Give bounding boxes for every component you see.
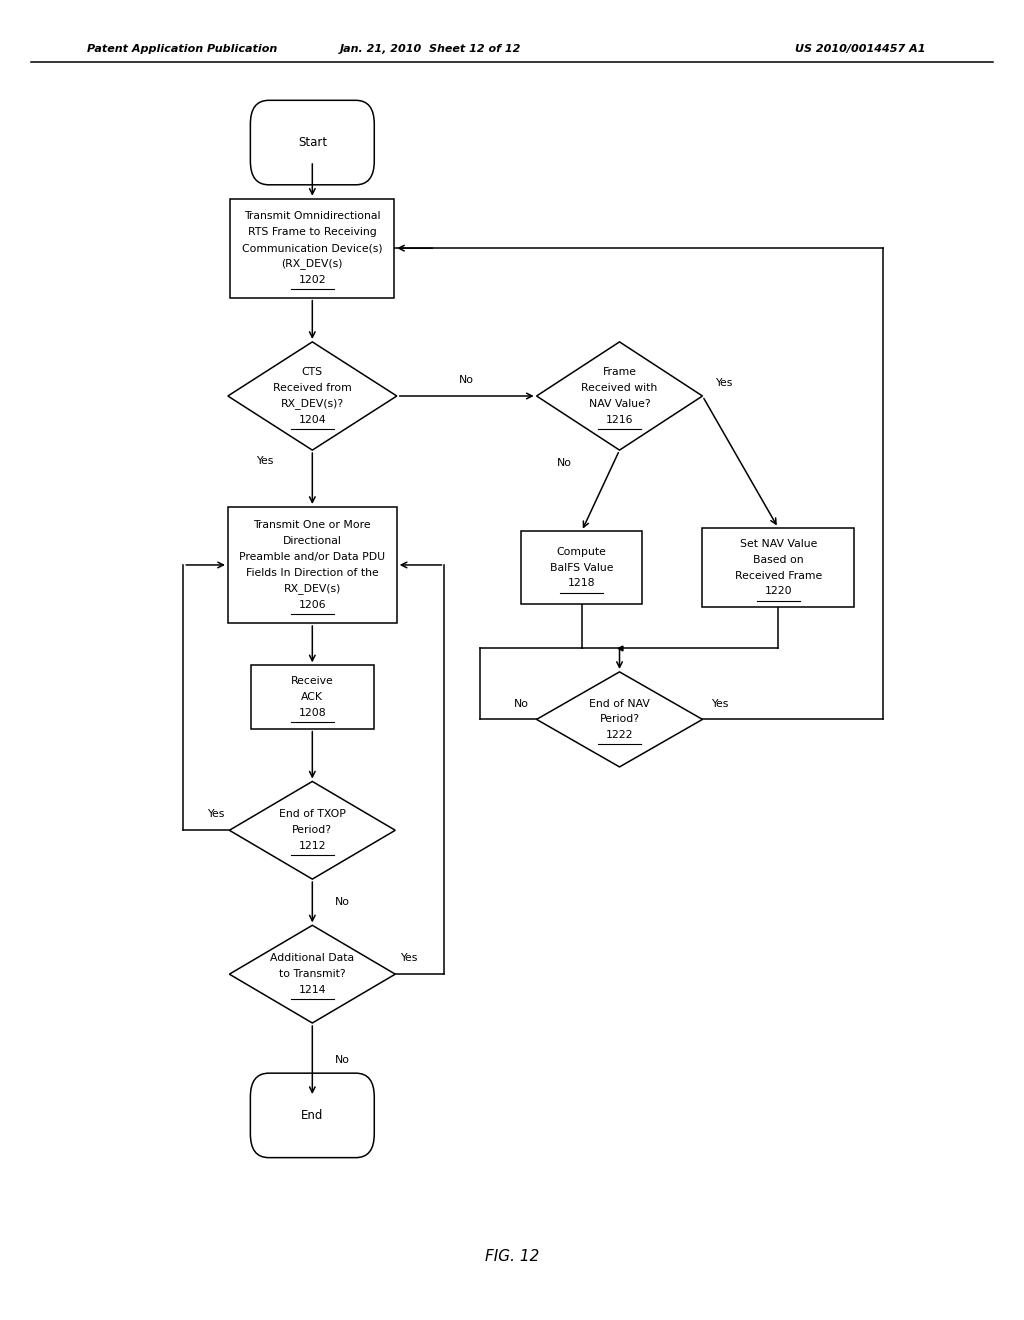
Text: Preamble and/or Data PDU: Preamble and/or Data PDU: [240, 552, 385, 562]
Text: 1220: 1220: [765, 586, 792, 597]
Text: 1212: 1212: [299, 841, 326, 851]
Text: End of NAV: End of NAV: [589, 698, 650, 709]
Text: (RX_DEV(s): (RX_DEV(s): [282, 259, 343, 269]
Text: RX_DEV(s)?: RX_DEV(s)?: [281, 399, 344, 409]
Polygon shape: [537, 672, 702, 767]
Text: Set NAV Value: Set NAV Value: [739, 539, 817, 549]
Text: FIG. 12: FIG. 12: [484, 1249, 540, 1265]
Text: NAV Value?: NAV Value?: [589, 399, 650, 409]
Polygon shape: [227, 342, 397, 450]
FancyBboxPatch shape: [251, 1073, 375, 1158]
Text: 1218: 1218: [568, 578, 595, 589]
Text: Period?: Period?: [292, 825, 333, 836]
Bar: [227, 507, 396, 623]
Text: No: No: [513, 698, 528, 709]
Text: Received with: Received with: [582, 383, 657, 393]
Text: Period?: Period?: [599, 714, 640, 725]
Bar: [521, 531, 642, 605]
Text: Compute: Compute: [557, 546, 606, 557]
Text: 1216: 1216: [606, 414, 633, 425]
Text: No: No: [335, 1055, 350, 1065]
Polygon shape: [229, 925, 395, 1023]
Bar: [230, 198, 394, 297]
Text: RTS Frame to Receiving: RTS Frame to Receiving: [248, 227, 377, 238]
Text: Frame: Frame: [602, 367, 637, 378]
Text: 1204: 1204: [299, 414, 326, 425]
Text: Communication Device(s): Communication Device(s): [242, 243, 383, 253]
Text: 1214: 1214: [299, 985, 326, 995]
Text: Yes: Yes: [207, 809, 224, 820]
Bar: [251, 665, 374, 729]
Text: RX_DEV(s): RX_DEV(s): [284, 583, 341, 594]
Text: No: No: [335, 898, 350, 907]
Polygon shape: [537, 342, 702, 450]
Text: Based on: Based on: [753, 554, 804, 565]
Text: Jan. 21, 2010  Sheet 12 of 12: Jan. 21, 2010 Sheet 12 of 12: [339, 44, 521, 54]
Text: CTS: CTS: [302, 367, 323, 378]
Text: Yes: Yes: [256, 455, 273, 466]
Text: Transmit Omnidirectional: Transmit Omnidirectional: [244, 211, 381, 222]
Text: Receive: Receive: [291, 676, 334, 686]
Text: Yes: Yes: [715, 378, 732, 388]
Text: ACK: ACK: [301, 692, 324, 702]
Text: Directional: Directional: [283, 536, 342, 546]
Text: Yes: Yes: [711, 698, 728, 709]
Text: End: End: [301, 1109, 324, 1122]
Text: Patent Application Publication: Patent Application Publication: [87, 44, 278, 54]
Text: Yes: Yes: [400, 953, 418, 964]
Text: Start: Start: [298, 136, 327, 149]
Text: 1202: 1202: [299, 275, 326, 285]
Text: 1222: 1222: [606, 730, 633, 741]
Text: BalFS Value: BalFS Value: [550, 562, 613, 573]
Text: End of TXOP: End of TXOP: [279, 809, 346, 820]
Text: Transmit One or More: Transmit One or More: [254, 520, 371, 531]
Text: No: No: [459, 375, 474, 385]
Text: Additional Data: Additional Data: [270, 953, 354, 964]
Text: Received Frame: Received Frame: [734, 570, 822, 581]
Text: 1206: 1206: [299, 599, 326, 610]
Text: to Transmit?: to Transmit?: [279, 969, 346, 979]
FancyBboxPatch shape: [251, 100, 375, 185]
Text: Received from: Received from: [273, 383, 351, 393]
Polygon shape: [229, 781, 395, 879]
Text: No: No: [556, 458, 571, 469]
Bar: [702, 528, 854, 607]
Text: Fields In Direction of the: Fields In Direction of the: [246, 568, 379, 578]
Text: US 2010/0014457 A1: US 2010/0014457 A1: [795, 44, 926, 54]
Text: 1208: 1208: [299, 708, 326, 718]
